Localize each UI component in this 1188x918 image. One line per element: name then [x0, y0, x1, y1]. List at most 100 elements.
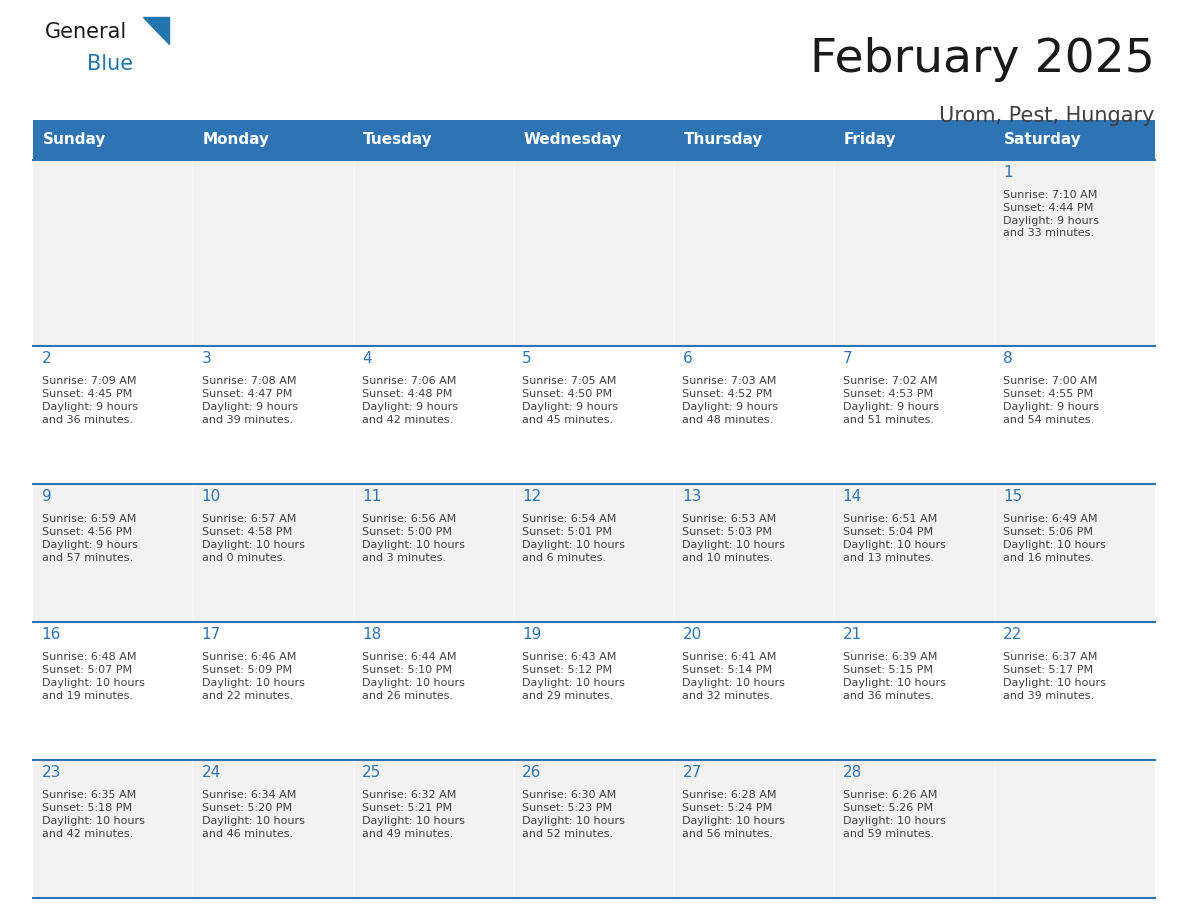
- Text: 23: 23: [42, 766, 61, 780]
- Text: 15: 15: [1003, 489, 1022, 504]
- FancyBboxPatch shape: [994, 346, 1155, 484]
- Text: 13: 13: [682, 489, 702, 504]
- Text: 28: 28: [842, 766, 861, 780]
- Text: Sunrise: 6:54 AM
Sunset: 5:01 PM
Daylight: 10 hours
and 6 minutes.: Sunrise: 6:54 AM Sunset: 5:01 PM Dayligh…: [523, 514, 625, 563]
- FancyBboxPatch shape: [33, 484, 194, 621]
- Text: 7: 7: [842, 352, 852, 366]
- FancyBboxPatch shape: [674, 621, 834, 760]
- Text: Urom, Pest, Hungary: Urom, Pest, Hungary: [940, 106, 1155, 127]
- FancyBboxPatch shape: [33, 621, 194, 760]
- FancyBboxPatch shape: [194, 621, 354, 760]
- Text: Sunrise: 7:08 AM
Sunset: 4:47 PM
Daylight: 9 hours
and 39 minutes.: Sunrise: 7:08 AM Sunset: 4:47 PM Dayligh…: [202, 376, 298, 425]
- Text: Sunrise: 7:06 AM
Sunset: 4:48 PM
Daylight: 9 hours
and 42 minutes.: Sunrise: 7:06 AM Sunset: 4:48 PM Dayligh…: [362, 376, 459, 425]
- FancyBboxPatch shape: [834, 760, 994, 898]
- FancyBboxPatch shape: [834, 346, 994, 484]
- FancyBboxPatch shape: [994, 760, 1155, 898]
- Text: 17: 17: [202, 627, 221, 643]
- Text: 8: 8: [1003, 352, 1012, 366]
- Text: 24: 24: [202, 766, 221, 780]
- FancyBboxPatch shape: [674, 120, 834, 160]
- FancyBboxPatch shape: [834, 120, 994, 160]
- Text: 5: 5: [523, 352, 532, 366]
- FancyBboxPatch shape: [514, 160, 674, 346]
- Text: 12: 12: [523, 489, 542, 504]
- Text: Sunrise: 6:39 AM
Sunset: 5:15 PM
Daylight: 10 hours
and 36 minutes.: Sunrise: 6:39 AM Sunset: 5:15 PM Dayligh…: [842, 652, 946, 700]
- Text: 22: 22: [1003, 627, 1022, 643]
- Text: Sunrise: 6:49 AM
Sunset: 5:06 PM
Daylight: 10 hours
and 16 minutes.: Sunrise: 6:49 AM Sunset: 5:06 PM Dayligh…: [1003, 514, 1106, 563]
- Text: Sunrise: 6:59 AM
Sunset: 4:56 PM
Daylight: 9 hours
and 57 minutes.: Sunrise: 6:59 AM Sunset: 4:56 PM Dayligh…: [42, 514, 138, 563]
- Text: Friday: Friday: [843, 132, 897, 148]
- Text: Sunrise: 7:02 AM
Sunset: 4:53 PM
Daylight: 9 hours
and 51 minutes.: Sunrise: 7:02 AM Sunset: 4:53 PM Dayligh…: [842, 376, 939, 425]
- Text: 26: 26: [523, 766, 542, 780]
- FancyBboxPatch shape: [994, 160, 1155, 346]
- Text: 2: 2: [42, 352, 51, 366]
- FancyBboxPatch shape: [834, 484, 994, 621]
- Text: Sunrise: 7:09 AM
Sunset: 4:45 PM
Daylight: 9 hours
and 36 minutes.: Sunrise: 7:09 AM Sunset: 4:45 PM Dayligh…: [42, 376, 138, 425]
- Text: Sunrise: 6:26 AM
Sunset: 5:26 PM
Daylight: 10 hours
and 59 minutes.: Sunrise: 6:26 AM Sunset: 5:26 PM Dayligh…: [842, 790, 946, 838]
- Text: Sunrise: 6:43 AM
Sunset: 5:12 PM
Daylight: 10 hours
and 29 minutes.: Sunrise: 6:43 AM Sunset: 5:12 PM Dayligh…: [523, 652, 625, 700]
- Text: 6: 6: [682, 352, 693, 366]
- FancyBboxPatch shape: [194, 484, 354, 621]
- Text: Sunrise: 6:53 AM
Sunset: 5:03 PM
Daylight: 10 hours
and 10 minutes.: Sunrise: 6:53 AM Sunset: 5:03 PM Dayligh…: [682, 514, 785, 563]
- Text: Blue: Blue: [87, 54, 133, 74]
- Text: Tuesday: Tuesday: [364, 132, 432, 148]
- Text: 9: 9: [42, 489, 51, 504]
- FancyBboxPatch shape: [834, 621, 994, 760]
- Text: Sunrise: 6:51 AM
Sunset: 5:04 PM
Daylight: 10 hours
and 13 minutes.: Sunrise: 6:51 AM Sunset: 5:04 PM Dayligh…: [842, 514, 946, 563]
- FancyBboxPatch shape: [674, 160, 834, 346]
- FancyBboxPatch shape: [994, 120, 1155, 160]
- FancyBboxPatch shape: [834, 160, 994, 346]
- Text: Sunrise: 7:10 AM
Sunset: 4:44 PM
Daylight: 9 hours
and 33 minutes.: Sunrise: 7:10 AM Sunset: 4:44 PM Dayligh…: [1003, 190, 1099, 239]
- FancyBboxPatch shape: [194, 160, 354, 346]
- Text: Monday: Monday: [203, 132, 270, 148]
- Text: Saturday: Saturday: [1004, 132, 1082, 148]
- Text: February 2025: February 2025: [810, 37, 1155, 82]
- Text: Thursday: Thursday: [683, 132, 763, 148]
- FancyBboxPatch shape: [674, 484, 834, 621]
- Text: Sunrise: 6:35 AM
Sunset: 5:18 PM
Daylight: 10 hours
and 42 minutes.: Sunrise: 6:35 AM Sunset: 5:18 PM Dayligh…: [42, 790, 145, 838]
- FancyBboxPatch shape: [994, 621, 1155, 760]
- FancyBboxPatch shape: [514, 621, 674, 760]
- FancyBboxPatch shape: [514, 484, 674, 621]
- FancyBboxPatch shape: [354, 621, 514, 760]
- FancyBboxPatch shape: [354, 760, 514, 898]
- Text: 25: 25: [362, 766, 381, 780]
- Text: Sunrise: 6:57 AM
Sunset: 4:58 PM
Daylight: 10 hours
and 0 minutes.: Sunrise: 6:57 AM Sunset: 4:58 PM Dayligh…: [202, 514, 304, 563]
- FancyBboxPatch shape: [354, 346, 514, 484]
- Text: Sunrise: 6:46 AM
Sunset: 5:09 PM
Daylight: 10 hours
and 22 minutes.: Sunrise: 6:46 AM Sunset: 5:09 PM Dayligh…: [202, 652, 304, 700]
- Text: 21: 21: [842, 627, 861, 643]
- FancyBboxPatch shape: [514, 120, 674, 160]
- Text: Sunrise: 6:44 AM
Sunset: 5:10 PM
Daylight: 10 hours
and 26 minutes.: Sunrise: 6:44 AM Sunset: 5:10 PM Dayligh…: [362, 652, 465, 700]
- Text: Sunrise: 6:30 AM
Sunset: 5:23 PM
Daylight: 10 hours
and 52 minutes.: Sunrise: 6:30 AM Sunset: 5:23 PM Dayligh…: [523, 790, 625, 838]
- FancyBboxPatch shape: [194, 120, 354, 160]
- Polygon shape: [143, 17, 169, 44]
- Text: General: General: [45, 22, 127, 42]
- FancyBboxPatch shape: [514, 760, 674, 898]
- FancyBboxPatch shape: [674, 346, 834, 484]
- Text: 3: 3: [202, 352, 211, 366]
- Text: 10: 10: [202, 489, 221, 504]
- Text: 14: 14: [842, 489, 861, 504]
- Text: 11: 11: [362, 489, 381, 504]
- FancyBboxPatch shape: [194, 760, 354, 898]
- Text: 1: 1: [1003, 165, 1012, 180]
- Text: 16: 16: [42, 627, 61, 643]
- FancyBboxPatch shape: [354, 484, 514, 621]
- Text: 18: 18: [362, 627, 381, 643]
- Text: Wednesday: Wednesday: [524, 132, 621, 148]
- FancyBboxPatch shape: [33, 346, 194, 484]
- FancyBboxPatch shape: [994, 484, 1155, 621]
- Text: Sunrise: 6:32 AM
Sunset: 5:21 PM
Daylight: 10 hours
and 49 minutes.: Sunrise: 6:32 AM Sunset: 5:21 PM Dayligh…: [362, 790, 465, 838]
- Text: Sunrise: 7:03 AM
Sunset: 4:52 PM
Daylight: 9 hours
and 48 minutes.: Sunrise: 7:03 AM Sunset: 4:52 PM Dayligh…: [682, 376, 778, 425]
- Text: Sunrise: 6:56 AM
Sunset: 5:00 PM
Daylight: 10 hours
and 3 minutes.: Sunrise: 6:56 AM Sunset: 5:00 PM Dayligh…: [362, 514, 465, 563]
- FancyBboxPatch shape: [514, 346, 674, 484]
- Text: Sunrise: 6:28 AM
Sunset: 5:24 PM
Daylight: 10 hours
and 56 minutes.: Sunrise: 6:28 AM Sunset: 5:24 PM Dayligh…: [682, 790, 785, 838]
- FancyBboxPatch shape: [194, 346, 354, 484]
- FancyBboxPatch shape: [33, 160, 194, 346]
- FancyBboxPatch shape: [354, 120, 514, 160]
- Text: 19: 19: [523, 627, 542, 643]
- FancyBboxPatch shape: [33, 760, 194, 898]
- Text: Sunrise: 7:05 AM
Sunset: 4:50 PM
Daylight: 9 hours
and 45 minutes.: Sunrise: 7:05 AM Sunset: 4:50 PM Dayligh…: [523, 376, 618, 425]
- FancyBboxPatch shape: [674, 760, 834, 898]
- Text: Sunrise: 6:37 AM
Sunset: 5:17 PM
Daylight: 10 hours
and 39 minutes.: Sunrise: 6:37 AM Sunset: 5:17 PM Dayligh…: [1003, 652, 1106, 700]
